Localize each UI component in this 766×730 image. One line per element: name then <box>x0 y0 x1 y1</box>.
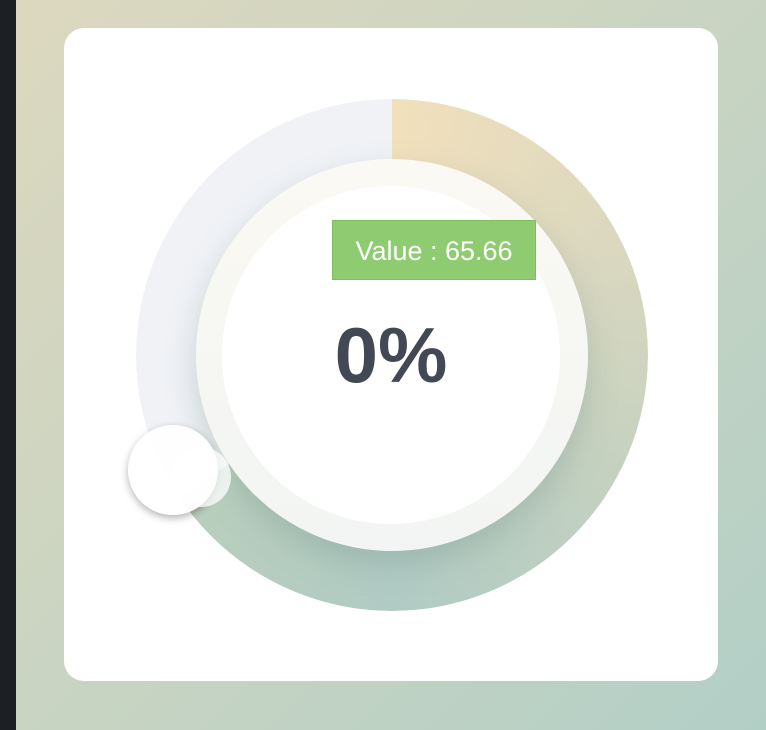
percent-label: 0% <box>334 311 448 399</box>
left-edge-panel <box>0 0 16 730</box>
slider-handle-halo <box>171 447 231 507</box>
value-tooltip: Value : 65.66 <box>332 220 536 280</box>
